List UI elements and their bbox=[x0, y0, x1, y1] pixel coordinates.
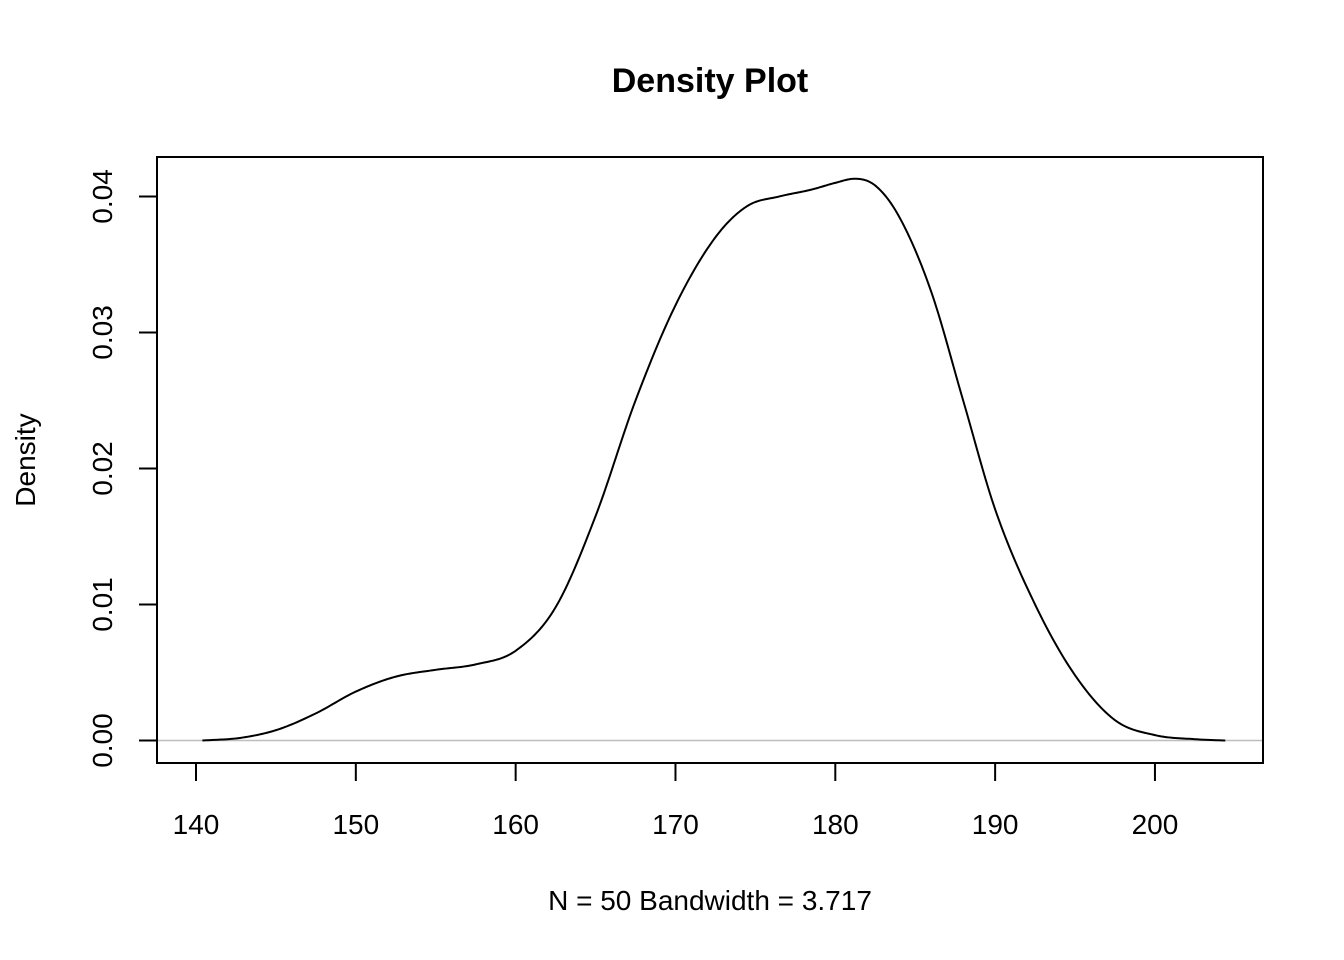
plot-frame bbox=[156, 156, 1264, 764]
x-tick-label: 190 bbox=[972, 809, 1019, 840]
x-axis: 140 150 160 170 180 190 200 bbox=[173, 762, 1179, 840]
y-tick-label: 0.00 bbox=[87, 713, 118, 768]
x-axis-label: N = 50 Bandwidth = 3.717 bbox=[548, 885, 872, 916]
x-tick-label: 180 bbox=[812, 809, 859, 840]
y-axis-label: Density bbox=[10, 413, 41, 506]
y-tick-label: 0.02 bbox=[87, 441, 118, 496]
x-tick-label: 150 bbox=[332, 809, 379, 840]
x-tick-label: 140 bbox=[173, 809, 220, 840]
y-tick-label: 0.04 bbox=[87, 169, 118, 224]
x-tick-label: 200 bbox=[1132, 809, 1179, 840]
plot-area bbox=[157, 177, 1263, 742]
chart-title: Density Plot bbox=[612, 62, 808, 100]
y-axis: 0.00 0.01 0.02 0.03 0.04 bbox=[87, 169, 158, 768]
x-tick-label: 170 bbox=[652, 809, 699, 840]
y-tick-label: 0.03 bbox=[87, 305, 118, 360]
x-tick-label: 160 bbox=[492, 809, 539, 840]
y-tick-label: 0.01 bbox=[87, 577, 118, 632]
density-line bbox=[202, 177, 1226, 742]
